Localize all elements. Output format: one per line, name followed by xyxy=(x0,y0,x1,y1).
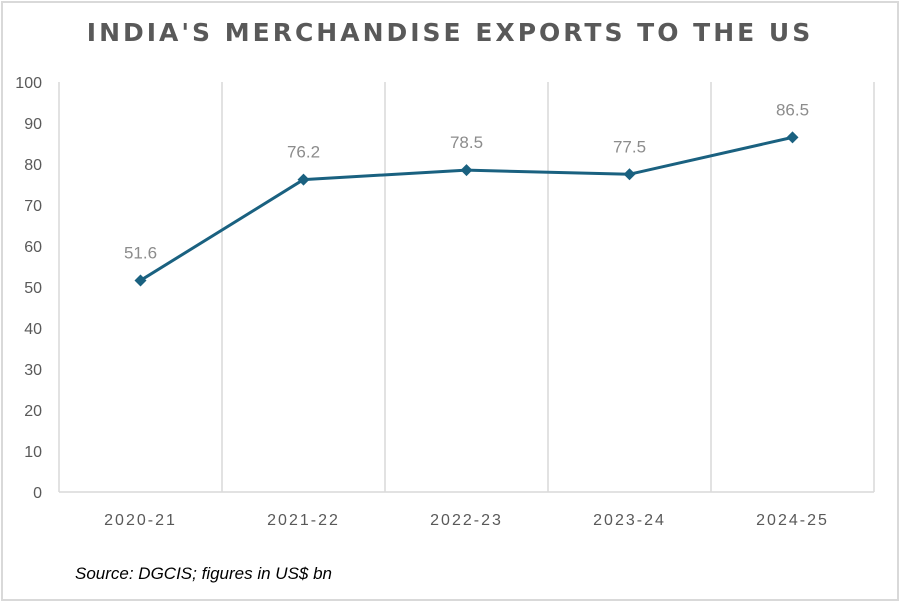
data-label: 86.5 xyxy=(776,100,809,119)
data-point-marker xyxy=(460,164,473,177)
data-label: 77.5 xyxy=(613,137,646,156)
source-note: Source: DGCIS; figures in US$ bn xyxy=(75,564,333,583)
y-tick-label: 80 xyxy=(24,157,42,174)
y-tick-label: 50 xyxy=(24,280,42,297)
y-tick-label: 100 xyxy=(15,75,42,92)
data-point-marker xyxy=(623,168,636,181)
chart-title: INDIA'S MERCHANDISE EXPORTS TO THE US xyxy=(86,18,814,47)
y-tick-label: 10 xyxy=(24,444,42,461)
y-tick-label: 70 xyxy=(24,198,42,215)
y-tick-label: 90 xyxy=(24,116,42,133)
x-tick-label: 2020-21 xyxy=(104,512,177,529)
data-point-marker xyxy=(297,173,310,186)
y-tick-label: 30 xyxy=(24,362,42,379)
x-tick-label: 2022-23 xyxy=(430,512,503,529)
y-tick-label: 40 xyxy=(24,321,42,338)
y-tick-label: 60 xyxy=(24,239,42,256)
data-label: 78.5 xyxy=(450,133,483,152)
x-tick-label: 2024-25 xyxy=(756,512,829,529)
data-label: 51.6 xyxy=(124,243,157,262)
data-point-marker xyxy=(786,131,799,144)
y-tick-label: 0 xyxy=(33,485,42,502)
x-tick-label: 2021-22 xyxy=(267,512,340,529)
y-tick-label: 20 xyxy=(24,403,42,420)
data-label: 76.2 xyxy=(287,143,320,162)
x-tick-label: 2023-24 xyxy=(593,512,666,529)
data-point-marker xyxy=(134,274,147,287)
series-line xyxy=(139,135,793,282)
